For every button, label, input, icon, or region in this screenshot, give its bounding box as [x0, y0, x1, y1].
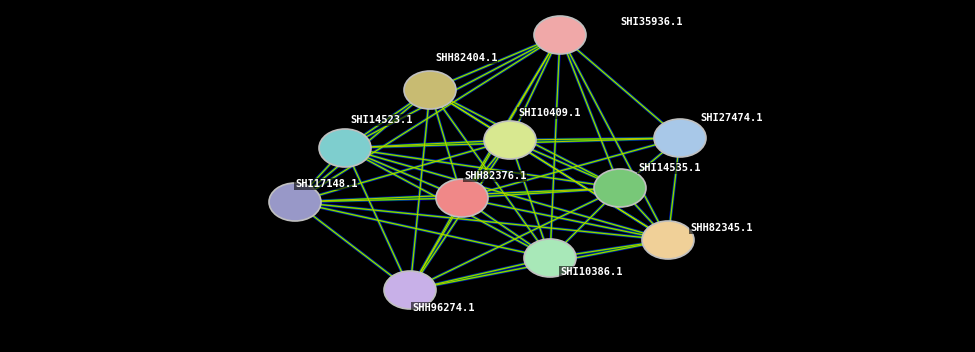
Ellipse shape	[534, 16, 586, 54]
Ellipse shape	[594, 169, 646, 207]
Text: SHI27474.1: SHI27474.1	[700, 113, 762, 123]
Ellipse shape	[524, 239, 576, 277]
Text: SHI10409.1: SHI10409.1	[518, 108, 580, 118]
Text: SHH96274.1: SHH96274.1	[412, 303, 475, 313]
Text: SHI10386.1: SHI10386.1	[560, 267, 622, 277]
Ellipse shape	[384, 271, 436, 309]
Text: SHI14535.1: SHI14535.1	[638, 163, 700, 173]
Ellipse shape	[436, 179, 488, 217]
Ellipse shape	[654, 119, 706, 157]
Ellipse shape	[642, 221, 694, 259]
Ellipse shape	[404, 71, 456, 109]
Text: SHI14523.1: SHI14523.1	[350, 115, 412, 125]
Ellipse shape	[269, 183, 321, 221]
Text: SHI17148.1: SHI17148.1	[295, 179, 358, 189]
Text: SHH82376.1: SHH82376.1	[464, 171, 526, 181]
Text: SHH82345.1: SHH82345.1	[690, 223, 753, 233]
Ellipse shape	[319, 129, 371, 167]
Ellipse shape	[484, 121, 536, 159]
Text: SHI35936.1: SHI35936.1	[620, 17, 682, 27]
Text: SHH82404.1: SHH82404.1	[435, 53, 497, 63]
